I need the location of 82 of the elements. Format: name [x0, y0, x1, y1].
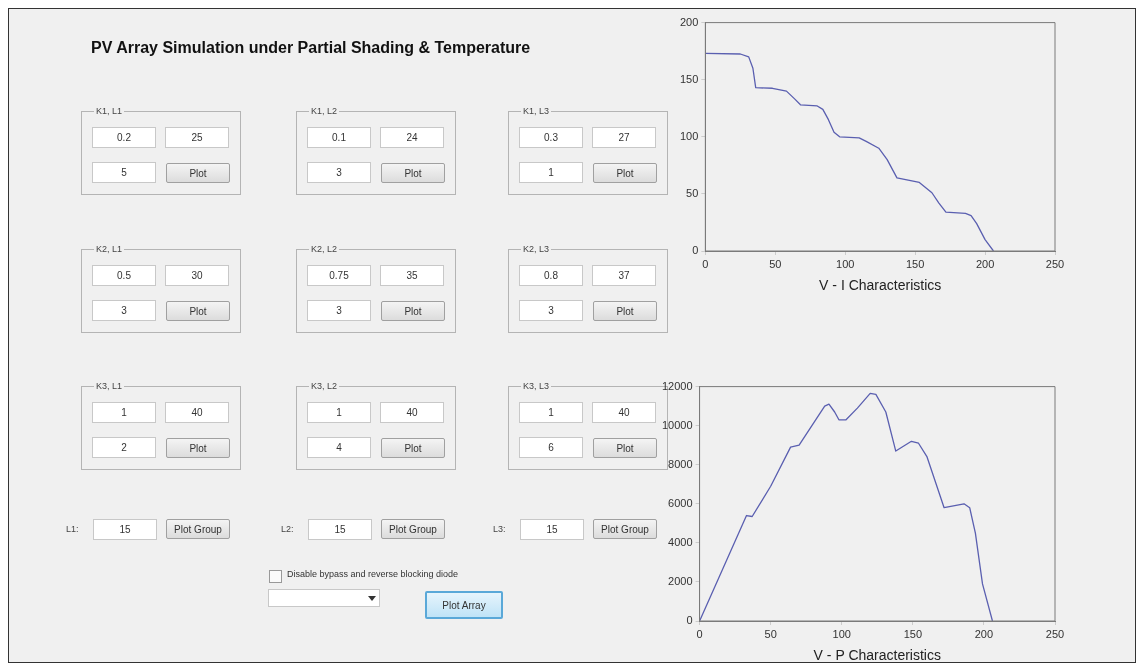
text: 1 [92, 402, 156, 423]
text: 15 [520, 519, 584, 540]
text: L3: [493, 524, 506, 534]
x-tick-label: 250 [1045, 257, 1065, 270]
text: 3 [307, 162, 371, 183]
text: 4 [307, 437, 371, 458]
text: 2 [92, 437, 156, 458]
text: 6 [519, 437, 583, 458]
x-tick-label: 0 [702, 257, 709, 270]
text: 40 [165, 402, 229, 423]
text: Plot [593, 301, 657, 321]
x-tick-label: 250 [1045, 627, 1065, 640]
text: L2: [281, 524, 294, 534]
text: 24 [380, 127, 444, 148]
text: Plot [593, 163, 657, 183]
x-tick-label: 100 [832, 627, 851, 640]
text: Plot [381, 438, 445, 458]
x-tick-label: 50 [764, 627, 777, 640]
text: 3 [92, 300, 156, 321]
text: Plot Array [425, 591, 503, 619]
text: Plot [166, 163, 230, 183]
y-tick-label: 0 [692, 244, 699, 257]
text: Plot Group [166, 519, 230, 539]
x-tick-label: 150 [903, 627, 923, 640]
y-tick-label: 0 [686, 614, 693, 627]
text: L1: [66, 524, 79, 534]
text: K1, L2 [309, 105, 340, 117]
text: 5 [92, 162, 156, 183]
text: Plot [593, 438, 657, 458]
text: K2, L2 [309, 243, 340, 255]
x-tick-label: 50 [769, 257, 782, 270]
y-tick-label: 150 [679, 72, 699, 85]
text: 35 [380, 265, 444, 286]
y-tick-label: 12000 [661, 379, 693, 392]
text: 0.1 [307, 127, 371, 148]
text: Disable bypass and reverse blocking diode [287, 569, 459, 579]
text: 27 [592, 127, 656, 148]
text: 3 [519, 300, 583, 321]
text: Plot [166, 301, 230, 321]
text: 3 [307, 300, 371, 321]
text: 1 [307, 402, 371, 423]
text: Plot Group [381, 519, 445, 539]
x-tick-label: 150 [905, 257, 925, 270]
text: 15 [308, 519, 372, 540]
text: Plot [381, 301, 445, 321]
y-tick-label: 50 [686, 186, 699, 199]
x-tick-label: 100 [836, 257, 855, 270]
y-tick-label: 100 [679, 129, 699, 142]
y-tick-label: 4000 [668, 535, 693, 548]
text: K2, L1 [94, 243, 125, 255]
y-tick-label: 2000 [668, 574, 693, 587]
y-tick-label: 6000 [668, 496, 693, 509]
text: K3, L2 [309, 380, 340, 392]
text: Plot [381, 163, 445, 183]
text: 40 [592, 402, 656, 423]
text: PV Array Simulation under Partial Shading & Temperature [91, 39, 531, 57]
text: Plot [166, 438, 230, 458]
text: 0.75 [307, 265, 371, 286]
text: K3, L3 [521, 380, 552, 392]
text: 1 [519, 162, 583, 183]
text: 37 [592, 265, 656, 286]
y-tick-label: 10000 [661, 418, 693, 431]
y-tick-label: 8000 [668, 457, 693, 470]
text: 30 [165, 265, 229, 286]
text: 0.3 [519, 127, 583, 148]
text: Plot Group [593, 519, 657, 539]
text: K2, L3 [521, 243, 552, 255]
x-tick-label: 200 [975, 257, 995, 270]
x-axis-title: V - I Characteristics [819, 277, 942, 294]
text: 0.8 [519, 265, 583, 286]
text: 25 [165, 127, 229, 148]
text: K1, L1 [94, 105, 125, 117]
x-tick-label: 200 [974, 627, 994, 640]
x-axis-title: V - P Characteristics [813, 647, 941, 664]
text: K1, L3 [521, 105, 552, 117]
text: 15 [93, 519, 157, 540]
text: 0.2 [92, 127, 156, 148]
text: 40 [380, 402, 444, 423]
y-tick-label: 200 [679, 15, 699, 28]
text: 0.5 [92, 265, 156, 286]
text: 1 [519, 402, 583, 423]
text: K3, L1 [94, 380, 125, 392]
